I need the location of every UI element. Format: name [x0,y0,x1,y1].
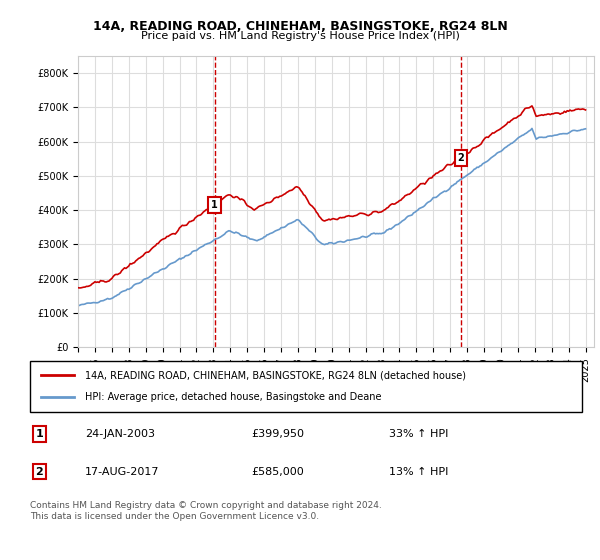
Text: HPI: Average price, detached house, Basingstoke and Deane: HPI: Average price, detached house, Basi… [85,393,382,403]
FancyBboxPatch shape [30,361,582,412]
Text: 17-AUG-2017: 17-AUG-2017 [85,466,160,477]
Text: 24-JAN-2003: 24-JAN-2003 [85,429,155,439]
Text: 14A, READING ROAD, CHINEHAM, BASINGSTOKE, RG24 8LN (detached house): 14A, READING ROAD, CHINEHAM, BASINGSTOKE… [85,370,466,380]
Text: 13% ↑ HPI: 13% ↑ HPI [389,466,448,477]
Text: Contains HM Land Registry data © Crown copyright and database right 2024.
This d: Contains HM Land Registry data © Crown c… [30,501,382,521]
Text: 2: 2 [35,466,43,477]
Text: £585,000: £585,000 [251,466,304,477]
Text: 1: 1 [35,429,43,439]
Text: 33% ↑ HPI: 33% ↑ HPI [389,429,448,439]
Text: 14A, READING ROAD, CHINEHAM, BASINGSTOKE, RG24 8LN: 14A, READING ROAD, CHINEHAM, BASINGSTOKE… [92,20,508,32]
Text: £399,950: £399,950 [251,429,304,439]
Text: 2: 2 [457,153,464,163]
Text: Price paid vs. HM Land Registry's House Price Index (HPI): Price paid vs. HM Land Registry's House … [140,31,460,41]
Text: 1: 1 [211,200,218,210]
